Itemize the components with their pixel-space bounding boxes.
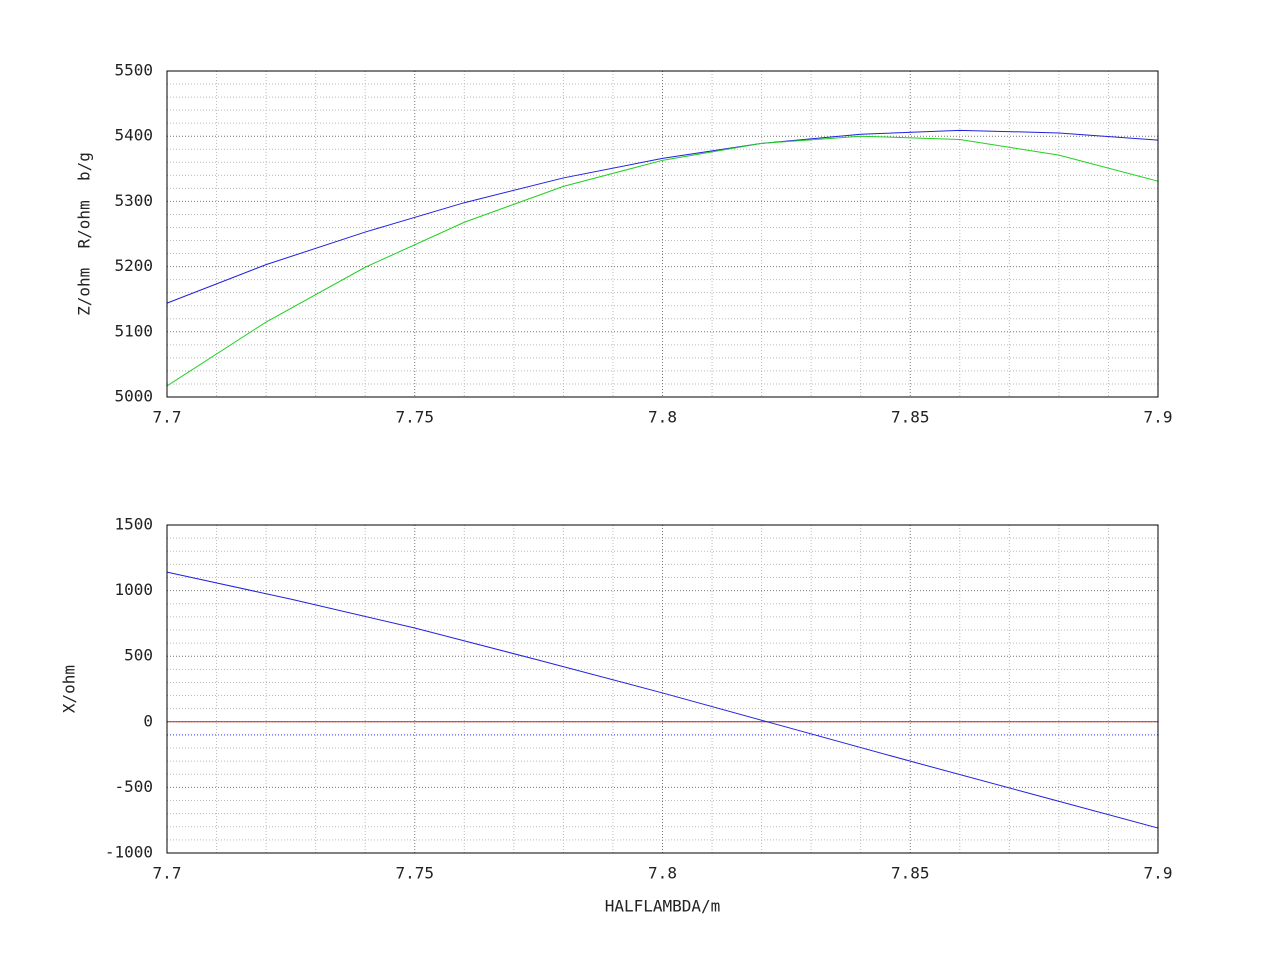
y-tick-label: 5000 [114,387,153,406]
data-line [166,571,1159,829]
y-tick-label: 500 [124,646,153,665]
y-tick-label: 1000 [114,580,153,599]
x-tick-label: 7.75 [395,864,434,883]
data-line [166,135,1159,387]
data-line [166,129,1159,304]
plot-frame [166,70,1159,398]
x-tick-label: 7.8 [648,864,677,883]
y-tick-label: 5400 [114,126,153,145]
y-axis-label: Z/ohm R/ohm b/g [75,152,94,316]
y-tick-label: -500 [114,777,153,796]
y-tick-label: 1500 [114,515,153,534]
x-axis-label: HALFLAMBDA/m [605,897,721,916]
y-tick-label: 5500 [114,61,153,80]
x-tick-label: 7.85 [891,408,930,427]
x-tick-label: 7.8 [648,408,677,427]
y-tick-label: -1000 [105,843,153,862]
plot-frame [166,524,1159,854]
y-axis-label: X/ohm [60,665,79,713]
x-tick-label: 7.7 [153,408,182,427]
y-tick-label: 5100 [114,321,153,340]
x-tick-label: 7.75 [395,408,434,427]
x-tick-label: 7.7 [153,864,182,883]
y-tick-label: 5300 [114,191,153,210]
x-tick-label: 7.9 [1144,408,1173,427]
y-tick-label: 5200 [114,256,153,275]
y-tick-label: 0 [143,711,153,730]
x-tick-label: 7.9 [1144,864,1173,883]
x-tick-label: 7.85 [891,864,930,883]
